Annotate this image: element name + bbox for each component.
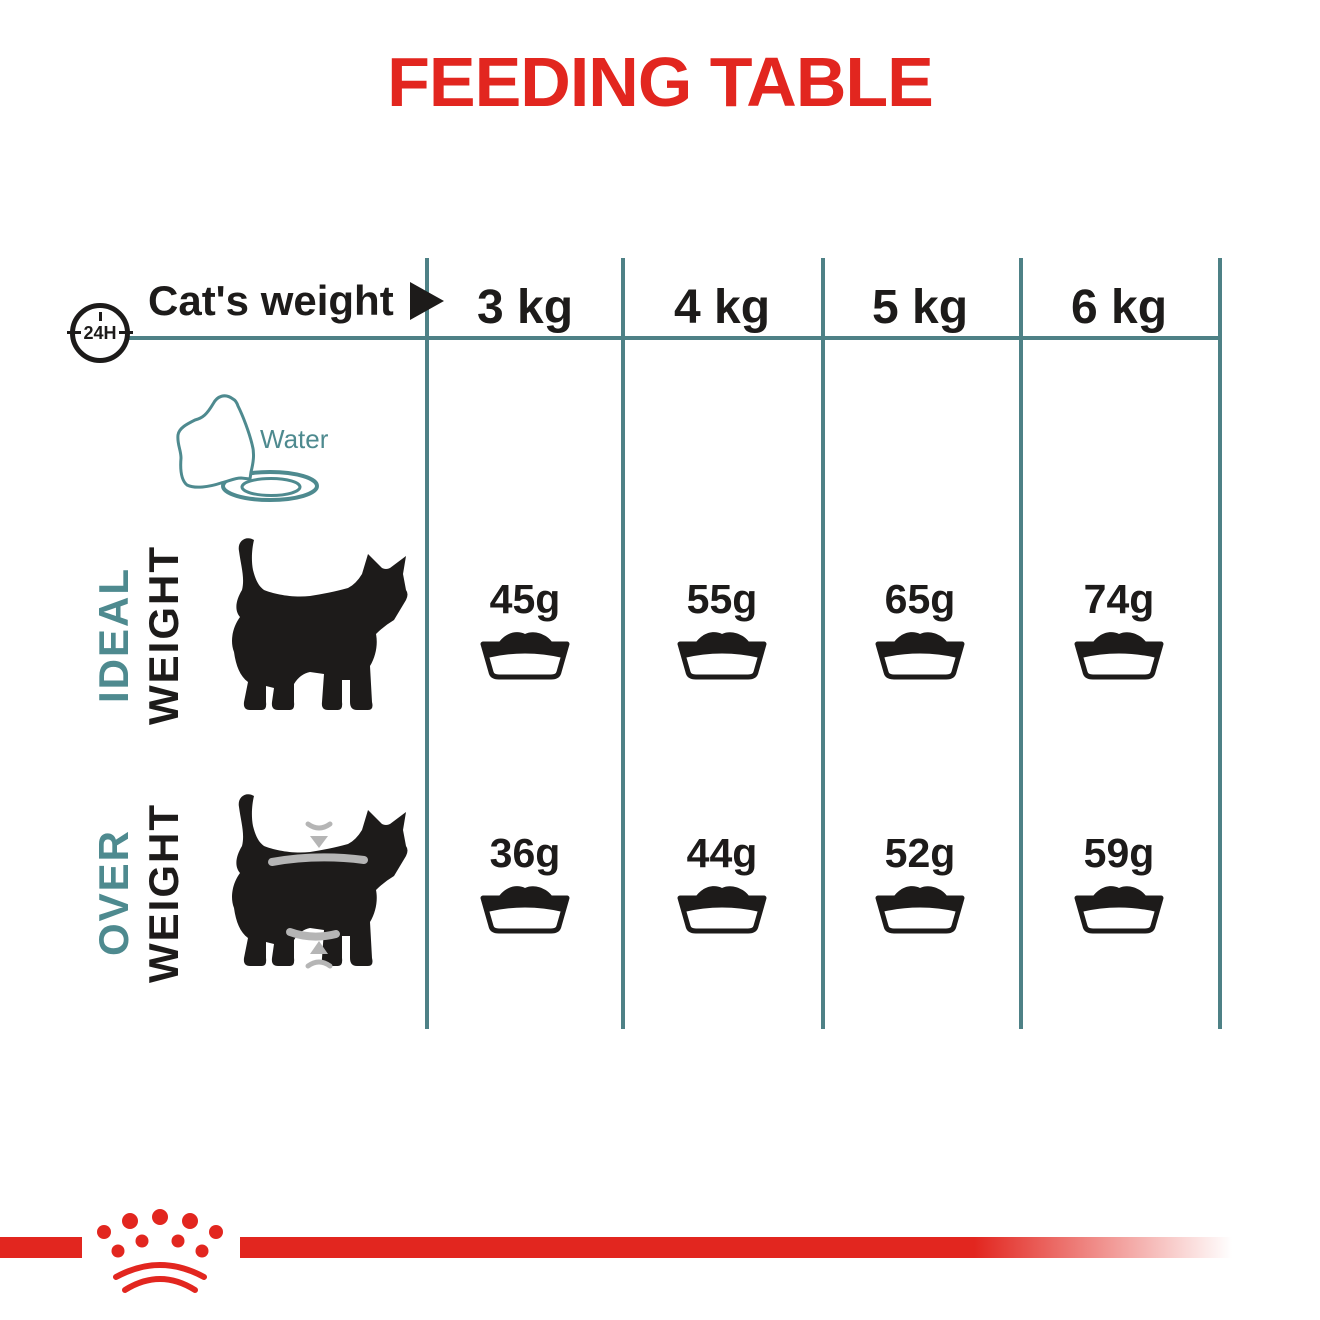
- row-label-over-weight: OVER WEIGHT: [86, 798, 192, 988]
- clock-label: 24H: [83, 323, 117, 343]
- cats-weight-label: Cat's weight: [148, 277, 394, 324]
- column-header-5kg: 5 kg: [871, 281, 969, 334]
- column-divider-line: [1218, 258, 1222, 1029]
- royal-canin-crown-icon: [97, 1209, 223, 1293]
- brand-band-left: [0, 1237, 82, 1258]
- ration-value: 44g: [686, 830, 758, 876]
- clock-24h-icon: 24H: [67, 303, 133, 363]
- food-bowl-icon: [1074, 886, 1164, 934]
- water-label: Water: [260, 424, 329, 454]
- row-label-line2: WEIGHT: [140, 545, 187, 725]
- food-bowl-icon: [677, 886, 767, 934]
- column-divider-line: [1019, 258, 1023, 1029]
- food-bowl-icon: [875, 632, 965, 680]
- clock-tick: [119, 331, 133, 334]
- ration-value: 55g: [686, 576, 758, 622]
- ration-value: 59g: [1083, 830, 1155, 876]
- ration-value: 36g: [489, 830, 561, 876]
- column-divider-line: [425, 258, 429, 1029]
- clock-tick: [67, 331, 81, 334]
- row-label-line1: IDEAL: [89, 567, 137, 703]
- food-bowl-icon: [480, 632, 570, 680]
- row-label-line2: WEIGHT: [140, 803, 187, 983]
- row-label-line1: OVER: [89, 829, 137, 957]
- ration-value: 74g: [1083, 576, 1155, 622]
- column-divider-line: [821, 258, 825, 1029]
- cat-ideal-weight-icon: [232, 538, 408, 710]
- row-label-ideal-weight: IDEAL WEIGHT: [86, 545, 192, 725]
- food-bowl-icon: [1074, 632, 1164, 680]
- column-header-3kg: 3 kg: [476, 281, 574, 334]
- header-underline: [126, 336, 1222, 340]
- food-bowl-icon: [875, 886, 965, 934]
- food-bowl-icon: [677, 632, 767, 680]
- brand-band-right: [240, 1237, 1232, 1258]
- arrow-right-icon: [409, 282, 444, 320]
- ration-value: 52g: [884, 830, 956, 876]
- header-row-label: Cat's weight: [148, 276, 444, 326]
- column-header-6kg: 6 kg: [1070, 281, 1168, 334]
- overweight-arrows: [268, 821, 368, 969]
- ration-value: 65g: [884, 576, 956, 622]
- food-bowl-icon: [480, 886, 570, 934]
- column-header-4kg: 4 kg: [673, 281, 771, 334]
- clock-tick: [99, 312, 102, 321]
- water-jug-and-bowl-icon: [176, 394, 319, 502]
- page-title: FEEDING TABLE: [387, 43, 934, 121]
- cat-overweight-icon: [232, 794, 408, 969]
- column-divider-line: [621, 258, 625, 1029]
- ration-value: 45g: [489, 576, 561, 622]
